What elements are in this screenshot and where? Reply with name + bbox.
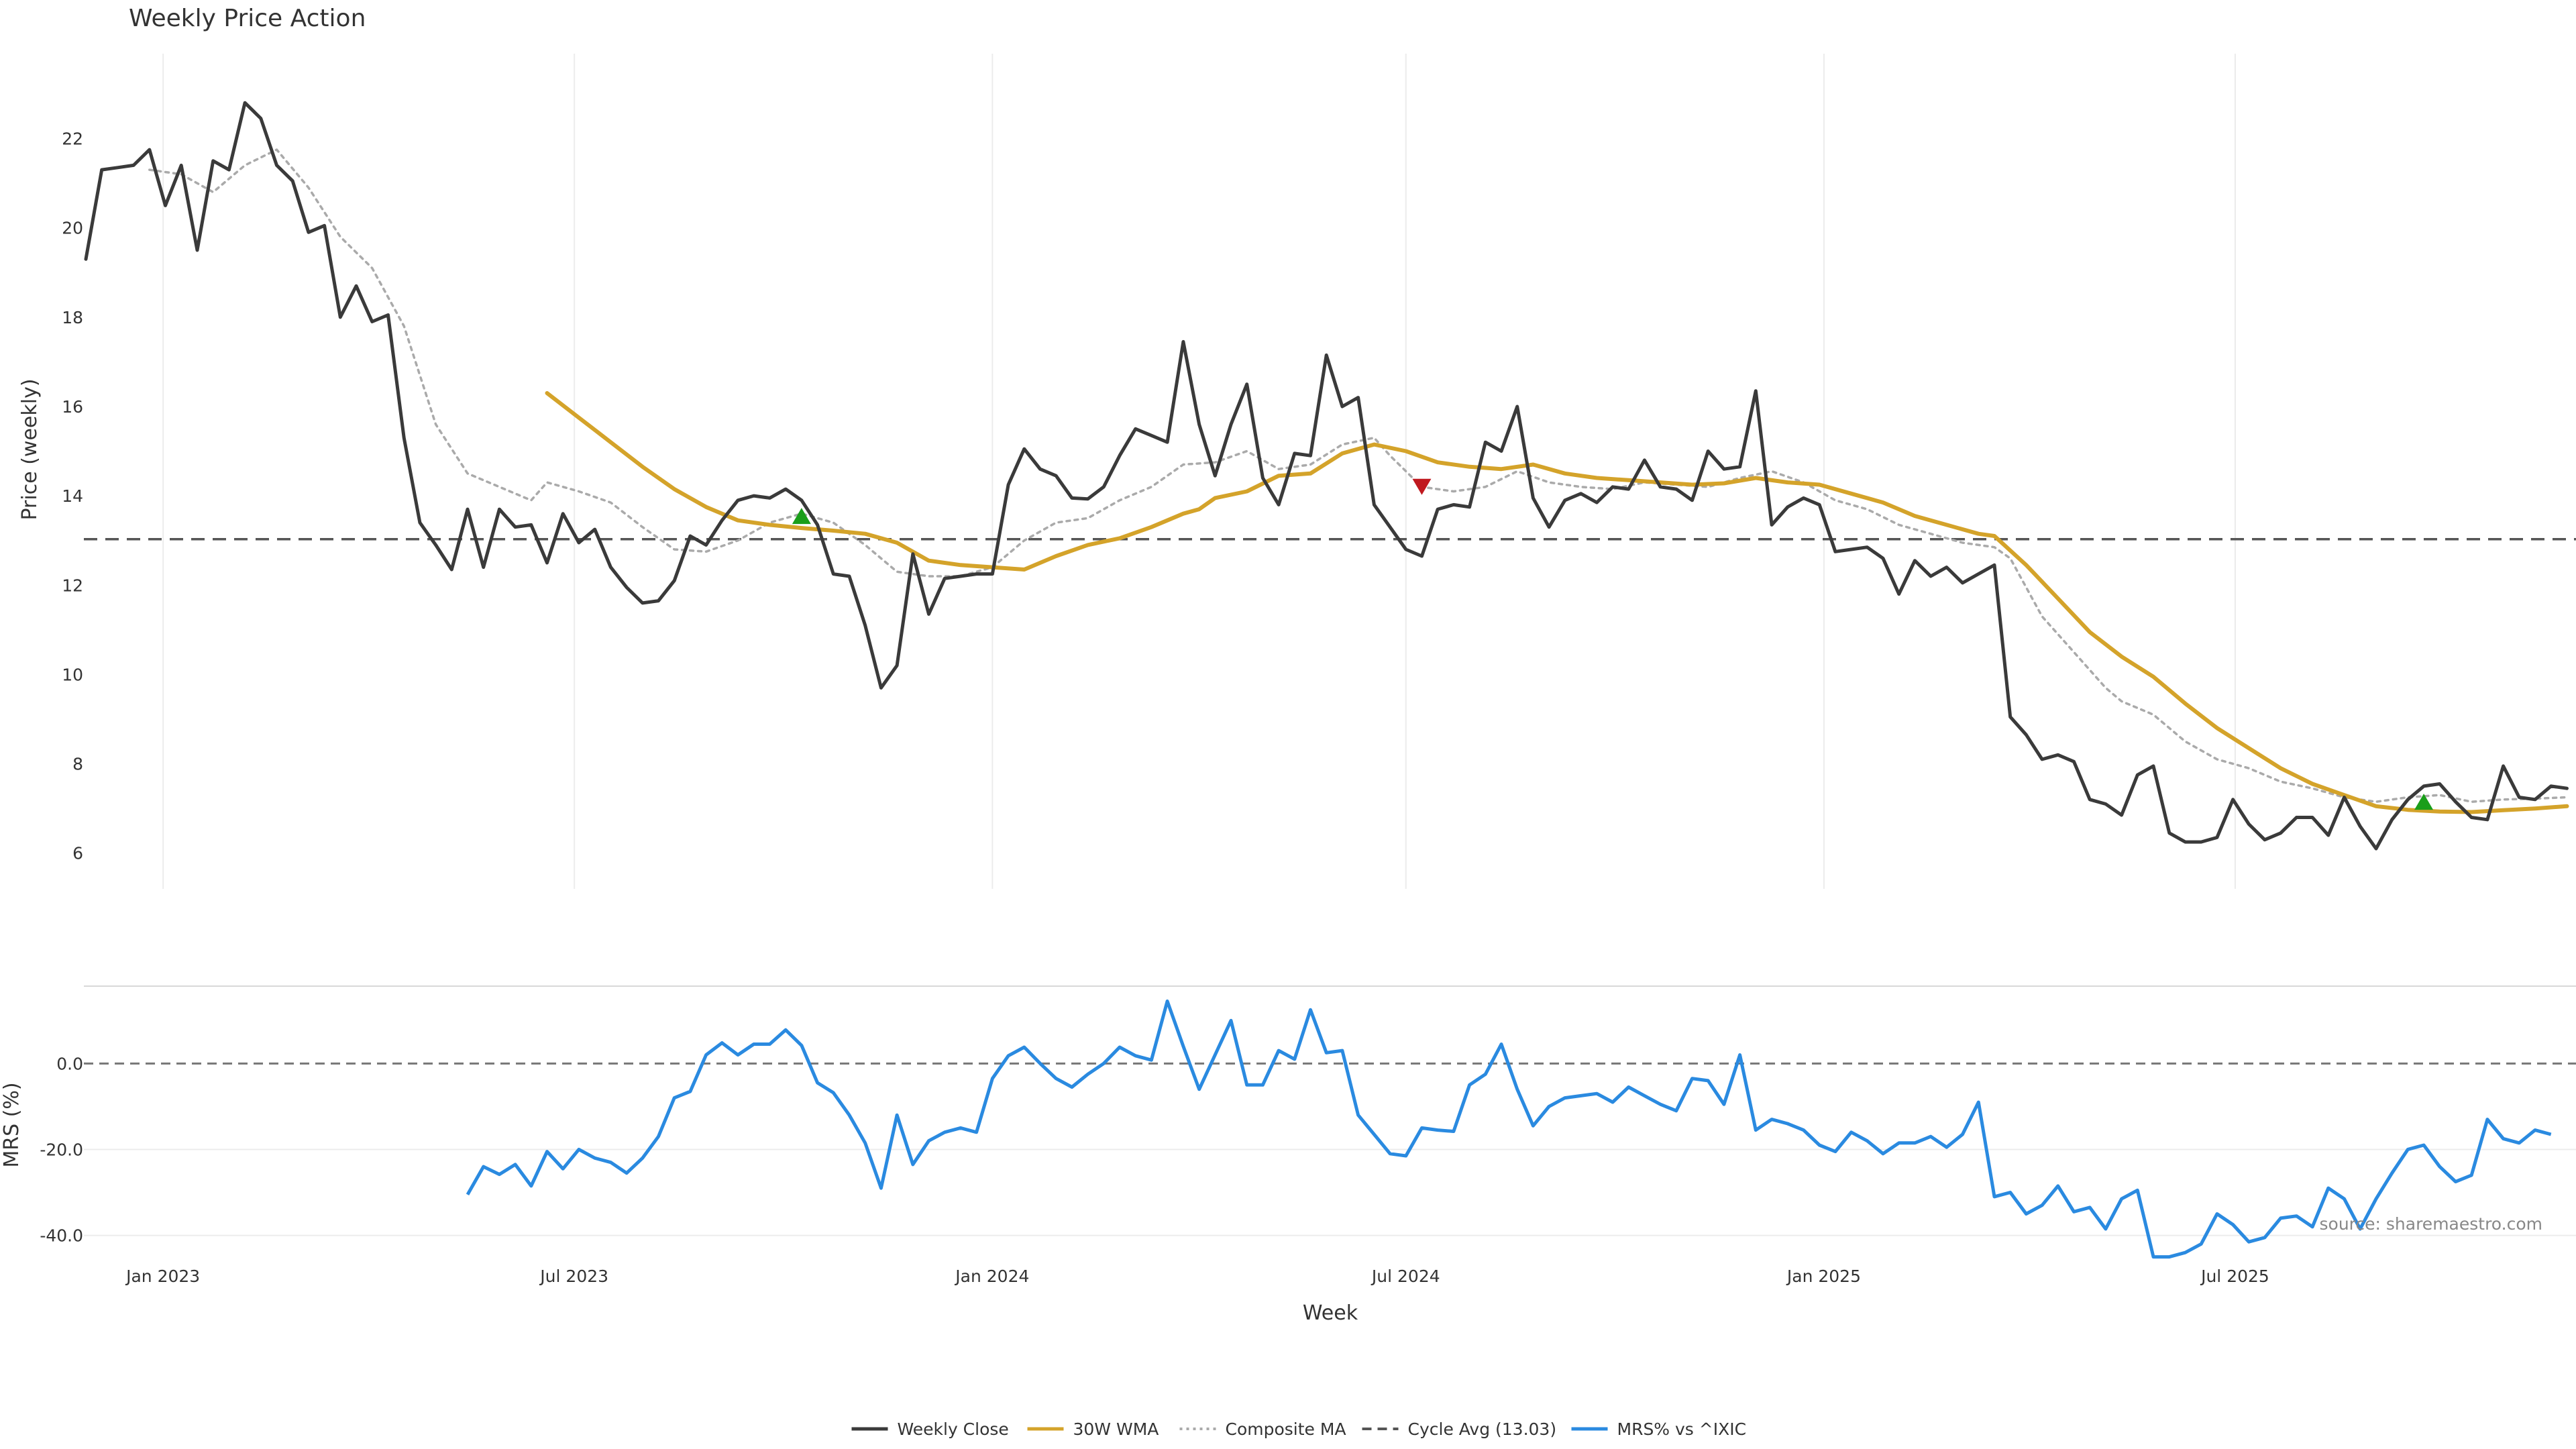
buy-signal-marker: [792, 508, 811, 525]
price-y-tick-label: 18: [62, 308, 83, 327]
price-y-tick-label: 22: [62, 129, 83, 148]
series-line-mrs: [466, 999, 2552, 1259]
x-tick-label: Jan 2025: [1786, 1267, 1861, 1286]
legend-item-label: Cycle Avg (13.03): [1408, 1419, 1557, 1439]
mrs-series-group: [466, 999, 2552, 1259]
x-axis-label: Week: [1303, 1301, 1358, 1325]
x-tick-label: Jan 2023: [125, 1267, 200, 1286]
series-line-composite-ma: [148, 148, 2569, 803]
x-tick-label: Jul 2024: [1371, 1267, 1440, 1286]
series-line-30w-wma: [545, 391, 2569, 814]
price-y-tick-label: 20: [62, 219, 83, 238]
x-tick-label: Jan 2024: [954, 1267, 1029, 1286]
legend-item-label: 30W WMA: [1073, 1419, 1159, 1439]
price-y-ticks: 6 8 10 12 14 16 18 20 22: [62, 129, 83, 863]
signal-markers: [792, 478, 2434, 810]
mrs-y-ticks: -40.0 -20.0 0.0: [40, 1054, 83, 1245]
price-y-axis-label: Price (weekly): [18, 378, 42, 520]
legend-item-label: Weekly Close: [898, 1419, 1009, 1439]
price-grid: [162, 54, 2236, 889]
chart-title: Weekly Price Action: [129, 5, 366, 32]
legend: Weekly Close 30W WMA Composite MA Cycle Avg…: [851, 1419, 1747, 1439]
price-y-tick-label: 6: [72, 844, 83, 863]
price-y-tick-label: 8: [72, 755, 83, 774]
legend-item-label: Composite MA: [1226, 1419, 1346, 1439]
sell-signal-marker: [1412, 478, 1432, 495]
price-series-group: [84, 101, 2576, 851]
legend-item-label: MRS% vs ^IXIC: [1617, 1419, 1747, 1439]
buy-signal-marker: [2414, 794, 2434, 810]
x-tick-label: Jul 2023: [539, 1267, 608, 1286]
price-y-tick-label: 16: [62, 397, 83, 417]
mrs-y-tick-label: -40.0: [40, 1226, 83, 1246]
price-y-tick-label: 14: [62, 486, 83, 506]
series-line-weekly-close: [84, 101, 2569, 851]
source-note: source: sharemaestro.com: [2320, 1214, 2543, 1234]
price-y-tick-label: 10: [62, 665, 83, 684]
price-y-tick-label: 12: [62, 576, 83, 595]
x-ticks: Jan 2023 Jul 2023 Jan 2024 Jul 2024 Jan 2025…: [125, 1267, 2269, 1286]
mrs-y-tick-label: -20.0: [40, 1140, 83, 1159]
mrs-grid: [84, 985, 2576, 1236]
x-tick-label: Jul 2025: [2200, 1267, 2269, 1286]
mrs-y-tick-label: 0.0: [56, 1054, 83, 1073]
mrs-y-axis-label: MRS (%): [0, 1082, 23, 1167]
